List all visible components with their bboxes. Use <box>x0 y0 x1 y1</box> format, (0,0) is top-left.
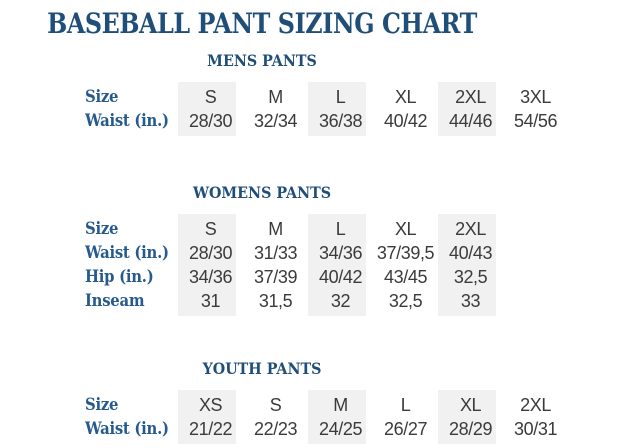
table-row: Waist (in.) 28/30 31/33 34/36 37/39,5 40/43 <box>85 241 504 265</box>
youth-size-table: Size XS S M L XL 2XL Waist (in.) 21/22 22/23 24/25… <box>0 390 636 444</box>
size-cell: 2XL <box>438 214 504 241</box>
value-cell: 26/27 <box>384 418 428 439</box>
mens-size-table: Size S M L XL 2XL 3XL Waist (in.) 28/30 32/34 36/3… <box>0 82 636 136</box>
section-title-womens: WOMENS PANTS <box>192 183 332 202</box>
value-cell: 31 <box>178 289 244 316</box>
value-cell: 40/43 <box>438 241 504 265</box>
row-label-text: Waist (in.) <box>85 419 169 438</box>
size-cell: 2XL <box>438 82 504 109</box>
size-cell: M <box>268 86 283 107</box>
value-cell: 34/36 <box>178 265 244 289</box>
value-cell: 54/56 <box>514 110 558 131</box>
table-row: Waist (in.) 21/22 22/23 24/25 26/27 28/29 30/3… <box>85 417 568 444</box>
value-cell: 28/30 <box>178 241 244 265</box>
value-cell: 24/25 <box>308 417 374 444</box>
row-label: Size <box>85 214 178 241</box>
value-cell: 32,5 <box>388 290 423 311</box>
value-cell: 32/34 <box>254 110 298 131</box>
value-cell: 40/42 <box>384 110 428 131</box>
section-mens: MENS PANTS Size S M L XL 2XL 3XL Waist (in.) 28/… <box>0 52 636 136</box>
size-cell: L <box>400 394 411 415</box>
value-cell: 43/45 <box>384 266 428 287</box>
row-label-text: Size <box>85 395 119 414</box>
value-cell: 30/31 <box>514 418 558 439</box>
size-cell: 3XL <box>520 86 551 107</box>
value-cell: 33 <box>438 289 504 316</box>
size-cell: XS <box>178 390 244 417</box>
value-cell: 37/39,5 <box>376 242 435 263</box>
section-title-youth: YOUTH PANTS <box>202 359 322 378</box>
section-womens: WOMENS PANTS Size S M L XL 2XL Waist (in.) 28/3… <box>0 184 636 316</box>
row-label: Size <box>85 390 178 417</box>
row-label: Inseam <box>85 289 178 316</box>
youth-table: Size XS S M L XL 2XL Waist (in.) 21/22 22/23 24/25… <box>85 390 568 444</box>
row-label: Waist (in.) <box>85 109 178 136</box>
womens-table: Size S M L XL 2XL Waist (in.) 28/30 31/33 34/36 37… <box>85 214 504 316</box>
table-row: Size XS S M L XL 2XL <box>85 390 568 417</box>
table-row: Hip (in.) 34/36 37/39 40/42 43/45 32,5 <box>85 265 504 289</box>
value-cell: 37/39 <box>254 266 298 287</box>
value-cell: 32,5 <box>438 265 504 289</box>
value-cell: 31,5 <box>258 290 293 311</box>
value-cell: 31/33 <box>254 242 298 263</box>
size-cell: L <box>308 82 374 109</box>
page-title: BASEBALL PANT SIZING CHART <box>47 7 477 40</box>
size-cell: M <box>268 218 283 239</box>
title-block: BASEBALL PANT SIZING CHART <box>0 7 524 40</box>
row-label: Waist (in.) <box>85 241 178 265</box>
size-cell: XL <box>438 390 504 417</box>
size-cell: 2XL <box>520 394 551 415</box>
row-label: Hip (in.) <box>85 265 178 289</box>
sizing-chart-page: BASEBALL PANT SIZING CHART MENS PANTS Si… <box>0 7 636 444</box>
size-cell: XL <box>394 86 417 107</box>
value-cell: 40/42 <box>308 265 374 289</box>
size-cell: S <box>178 82 244 109</box>
value-cell: 28/30 <box>178 109 244 136</box>
value-cell: 28/29 <box>438 417 504 444</box>
row-label-text: Size <box>85 219 119 238</box>
table-row: Size S M L XL 2XL 3XL <box>85 82 568 109</box>
size-cell: S <box>178 214 244 241</box>
section-youth: YOUTH PANTS Size XS S M L XL 2XL Waist (in.) 21/… <box>0 360 636 444</box>
value-cell: 36/38 <box>308 109 374 136</box>
value-cell: 21/22 <box>178 417 244 444</box>
value-cell: 44/46 <box>438 109 504 136</box>
womens-size-table: Size S M L XL 2XL Waist (in.) 28/30 31/33 34/36 37… <box>0 214 636 316</box>
size-cell: L <box>308 214 374 241</box>
table-row: Size S M L XL 2XL <box>85 214 504 241</box>
row-label-text: Waist (in.) <box>85 243 169 262</box>
mens-table: Size S M L XL 2XL 3XL Waist (in.) 28/30 32/34 36/3… <box>85 82 568 136</box>
size-cell: S <box>269 394 282 415</box>
value-cell: 22/23 <box>254 418 298 439</box>
section-title-mens: MENS PANTS <box>207 51 317 70</box>
row-label: Size <box>85 82 178 109</box>
row-label-text: Inseam <box>85 291 145 310</box>
size-cell: M <box>308 390 374 417</box>
size-cell: XL <box>394 218 417 239</box>
row-label: Waist (in.) <box>85 417 178 444</box>
table-row: Inseam 31 31,5 32 32,5 33 <box>85 289 504 316</box>
value-cell: 32 <box>308 289 374 316</box>
table-row: Waist (in.) 28/30 32/34 36/38 40/42 44/46 54/5… <box>85 109 568 136</box>
row-label-text: Size <box>85 87 119 106</box>
value-cell: 34/36 <box>308 241 374 265</box>
row-label-text: Waist (in.) <box>85 111 169 130</box>
row-label-text: Hip (in.) <box>85 267 154 286</box>
